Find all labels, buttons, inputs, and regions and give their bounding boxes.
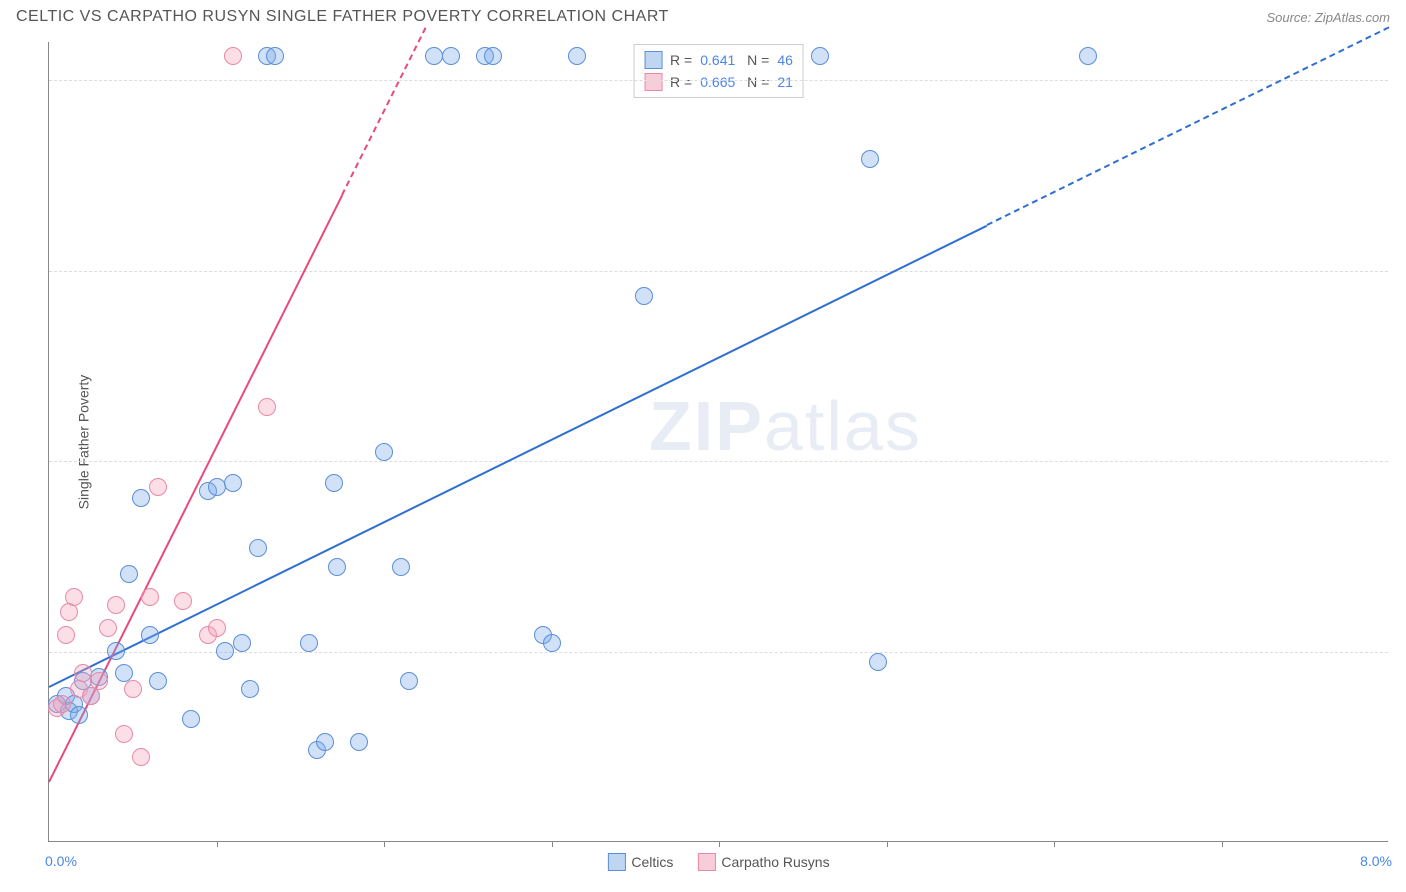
data-point [107,596,125,614]
data-point [174,592,192,610]
legend-swatch-icon [697,853,715,871]
x-tick [217,841,218,847]
data-point [57,626,75,644]
legend-label: Carpatho Rusyns [721,854,829,870]
x-axis-min-label: 0.0% [45,853,77,869]
data-point [182,710,200,728]
x-tick [552,841,553,847]
data-point [124,680,142,698]
trend-line [341,27,427,196]
data-point [375,443,393,461]
legend-swatch-icon [607,853,625,871]
data-point [132,489,150,507]
data-point [1079,47,1097,65]
x-axis-max-label: 8.0% [1360,853,1392,869]
data-point [141,626,159,644]
data-point [328,558,346,576]
watermark: ZIPatlas [649,386,922,466]
legend-r-label: R = [670,71,692,93]
trend-line [987,27,1390,227]
data-point [149,478,167,496]
data-point [300,634,318,652]
data-point [325,474,343,492]
data-point [53,695,71,713]
chart-title: CELTIC VS CARPATHO RUSYN SINGLE FATHER P… [16,8,669,26]
legend-correlation: R = 0.641 N = 46 R = 0.665 N = 21 [633,44,804,98]
y-tick-label: 100.0% [1397,90,1406,106]
data-point [208,619,226,637]
legend-n-carpatho: 21 [777,71,793,93]
legend-r-celtics: 0.641 [700,49,735,71]
legend-n-label: N = [743,49,769,71]
data-point [425,47,443,65]
legend-swatch-carpatho [644,73,662,91]
data-point [132,748,150,766]
legend-item-carpatho: Carpatho Rusyns [697,853,829,871]
legend-item-celtics: Celtics [607,853,673,871]
x-tick [1054,841,1055,847]
x-tick [887,841,888,847]
data-point [258,398,276,416]
data-point [120,565,138,583]
data-point [233,634,251,652]
legend-row-celtics: R = 0.641 N = 46 [644,49,793,71]
data-point [249,539,267,557]
data-point [74,664,92,682]
data-point [266,47,284,65]
legend-n-label: N = [743,71,769,93]
data-point [70,706,88,724]
data-point [90,672,108,690]
data-point [869,653,887,671]
data-point [484,47,502,65]
x-tick [384,841,385,847]
legend-label: Celtics [631,854,673,870]
data-point [543,634,561,652]
data-point [400,672,418,690]
data-point [350,733,368,751]
data-point [216,642,234,660]
chart-container: Single Father Poverty ZIPatlas R = 0.641… [48,42,1388,842]
data-point [442,47,460,65]
data-point [149,672,167,690]
data-point [568,47,586,65]
x-tick [719,841,720,847]
data-point [241,680,259,698]
legend-row-carpatho: R = 0.665 N = 21 [644,71,793,93]
y-tick-label: 50.0% [1397,471,1406,487]
data-point [811,47,829,65]
data-point [65,588,83,606]
trend-line [49,225,988,688]
data-point [99,619,117,637]
data-point [224,47,242,65]
gridline [49,461,1388,462]
y-tick-label: 25.0% [1397,662,1406,678]
legend-r-carpatho: 0.665 [700,71,735,93]
data-point [316,733,334,751]
plot-area: ZIPatlas R = 0.641 N = 46 R = 0.665 N = … [48,42,1388,842]
gridline [49,80,1388,81]
legend-series: Celtics Carpatho Rusyns [607,853,829,871]
data-point [107,642,125,660]
gridline [49,271,1388,272]
legend-swatch-celtics [644,51,662,69]
data-point [141,588,159,606]
data-point [224,474,242,492]
source-label: Source: ZipAtlas.com [1266,10,1390,25]
data-point [60,603,78,621]
chart-header: CELTIC VS CARPATHO RUSYN SINGLE FATHER P… [0,0,1406,30]
y-tick-label: 75.0% [1397,281,1406,297]
data-point [392,558,410,576]
data-point [861,150,879,168]
data-point [115,725,133,743]
gridline [49,652,1388,653]
legend-n-celtics: 46 [777,49,793,71]
legend-r-label: R = [670,49,692,71]
x-tick [1222,841,1223,847]
data-point [635,287,653,305]
data-point [208,478,226,496]
data-point [82,687,100,705]
